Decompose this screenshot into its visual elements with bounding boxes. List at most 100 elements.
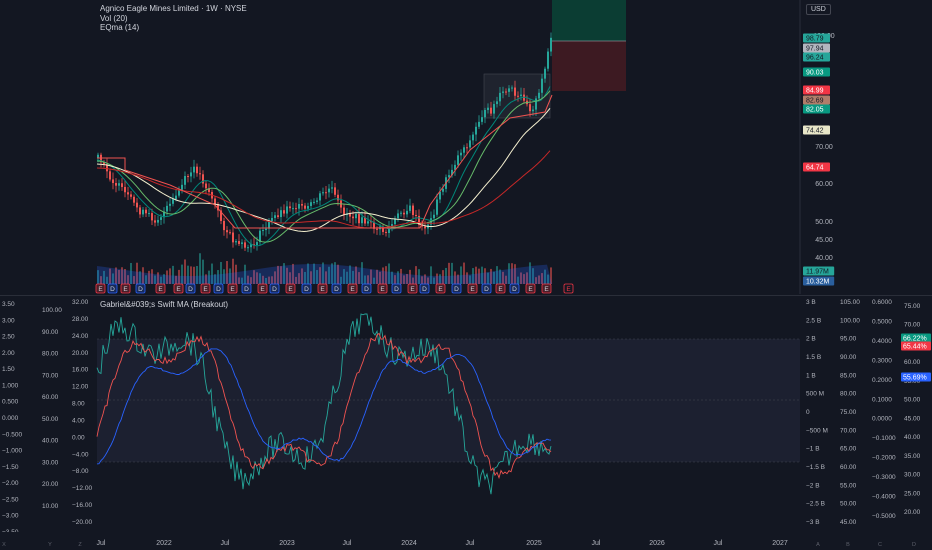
volume-bar	[322, 262, 324, 284]
earnings-marker[interactable]	[95, 283, 106, 294]
earnings-marker[interactable]	[227, 283, 238, 294]
marker-label: D	[110, 286, 115, 293]
earnings-marker[interactable]	[525, 283, 536, 294]
dividend-marker[interactable]	[451, 283, 462, 294]
indicator-chart[interactable]: 3.503.002.502.001.501.0000.5000.000−0.50…	[0, 296, 932, 532]
candle-body	[319, 193, 321, 201]
earnings-marker[interactable]	[467, 283, 478, 294]
right-axis-4-label: 60.00	[904, 359, 921, 366]
volume-bar	[310, 271, 312, 284]
earnings-marker[interactable]	[407, 283, 418, 294]
earnings-marker[interactable]	[120, 283, 131, 294]
candle-body	[202, 174, 204, 184]
dividend-marker[interactable]	[185, 283, 196, 294]
price-pane[interactable]: EDEDEEDEDEDEDEDEDEDEDEDEDEDEDEEE100.0070…	[0, 0, 932, 294]
price-tick-label: 50.00	[815, 219, 833, 226]
earnings-marker[interactable]	[377, 283, 388, 294]
candle-body	[382, 226, 384, 232]
volume-bar	[445, 267, 447, 284]
volume-bar	[514, 264, 516, 284]
price-tag-label: 96.24	[806, 55, 824, 62]
earnings-marker[interactable]	[317, 283, 328, 294]
volume-bar	[466, 272, 468, 284]
dividend-marker[interactable]	[135, 283, 146, 294]
earnings-marker[interactable]	[435, 283, 446, 294]
candle-body	[478, 121, 480, 127]
volume-bar	[127, 275, 129, 284]
price-tag	[803, 85, 830, 95]
volume-bar	[538, 275, 540, 284]
pane-divider[interactable]	[0, 295, 932, 296]
left-axis-2-label: 40.00	[42, 438, 59, 445]
candle-body	[193, 166, 195, 173]
price-chart[interactable]: EDEDEEDEDEDEDEDEDEDEDEDEDEDEDEEE100.0070…	[0, 0, 932, 294]
candle-body	[286, 206, 288, 214]
price-tag-label: 11.97M	[806, 269, 829, 276]
volume-bar	[490, 268, 492, 284]
volume-bar	[307, 263, 309, 284]
time-axis-label: Jul	[343, 540, 352, 547]
candle-body	[163, 211, 165, 218]
volume-bar	[235, 264, 237, 284]
earnings-marker[interactable]	[563, 283, 574, 294]
dividend-marker[interactable]	[301, 283, 312, 294]
earnings-marker[interactable]	[495, 283, 506, 294]
candle-body	[136, 202, 138, 208]
candle-body	[496, 101, 498, 105]
volume-bar	[301, 268, 303, 284]
earnings-marker[interactable]	[173, 283, 184, 294]
corner-icon-c: C	[878, 542, 882, 548]
right-axis-2-label: 50.00	[840, 501, 857, 508]
dividend-marker[interactable]	[509, 283, 520, 294]
volume-bar	[361, 262, 363, 284]
volume-bar	[421, 276, 423, 284]
currency-button[interactable]: USD	[806, 4, 831, 15]
left-axis-1-label: 3.00	[2, 317, 15, 324]
candle-body	[376, 228, 378, 230]
candle-body	[220, 210, 222, 221]
dividend-marker[interactable]	[481, 283, 492, 294]
candle-body	[154, 220, 156, 223]
candle-body	[274, 215, 276, 218]
dividend-marker[interactable]	[391, 283, 402, 294]
dividend-marker[interactable]	[419, 283, 430, 294]
earnings-marker[interactable]	[257, 283, 268, 294]
earnings-marker[interactable]	[155, 283, 166, 294]
indicator-pane[interactable]: 3.50 3.00 2.50 2.00 1.50 1.000 0.500 0.000 −0.50…	[0, 296, 932, 532]
candle-body	[415, 215, 417, 217]
candle-body	[160, 217, 162, 220]
dividend-marker[interactable]	[269, 283, 280, 294]
indicator-tag	[901, 372, 931, 382]
time-axis[interactable]: Jul 2022 Jul 2023 Jul 2024 Jul 2025 Jul 2026 Jul 20…	[0, 532, 932, 550]
dividend-marker[interactable]	[241, 283, 252, 294]
volume-bar	[244, 264, 246, 284]
left-axis-1-label: 2.50	[2, 334, 15, 341]
volume-bar	[496, 266, 498, 284]
candle-body	[403, 212, 405, 215]
dividend-marker[interactable]	[213, 283, 224, 294]
right-axis-2-label: 95.00	[840, 336, 857, 343]
right-axis-2-label: 70.00	[840, 427, 857, 434]
volume-bar	[448, 262, 450, 284]
earnings-marker[interactable]	[347, 283, 358, 294]
dividend-marker[interactable]	[331, 283, 342, 294]
right-axis-3-label: −0.5000	[872, 513, 896, 520]
left-axis-2-label: 30.00	[42, 459, 59, 466]
right-axis-4-label: 30.00	[904, 472, 921, 479]
volume-bar	[121, 267, 123, 284]
earnings-marker[interactable]	[285, 283, 296, 294]
dividend-marker[interactable]	[107, 283, 118, 294]
volume-bar	[124, 269, 126, 284]
candle-body	[370, 221, 372, 223]
dividend-marker[interactable]	[361, 283, 372, 294]
volume-bar	[472, 268, 474, 284]
right-axis-1-label: 2.5 B	[806, 317, 821, 324]
right-axis-1-label: 0	[806, 409, 810, 416]
candle-body	[157, 219, 159, 223]
left-axis-2-label: 80.00	[42, 351, 59, 358]
earnings-marker[interactable]	[541, 283, 552, 294]
time-axis-label: 2026	[649, 540, 665, 547]
earnings-marker[interactable]	[200, 283, 211, 294]
volume-bar	[391, 271, 393, 284]
volume-bar	[328, 266, 330, 284]
